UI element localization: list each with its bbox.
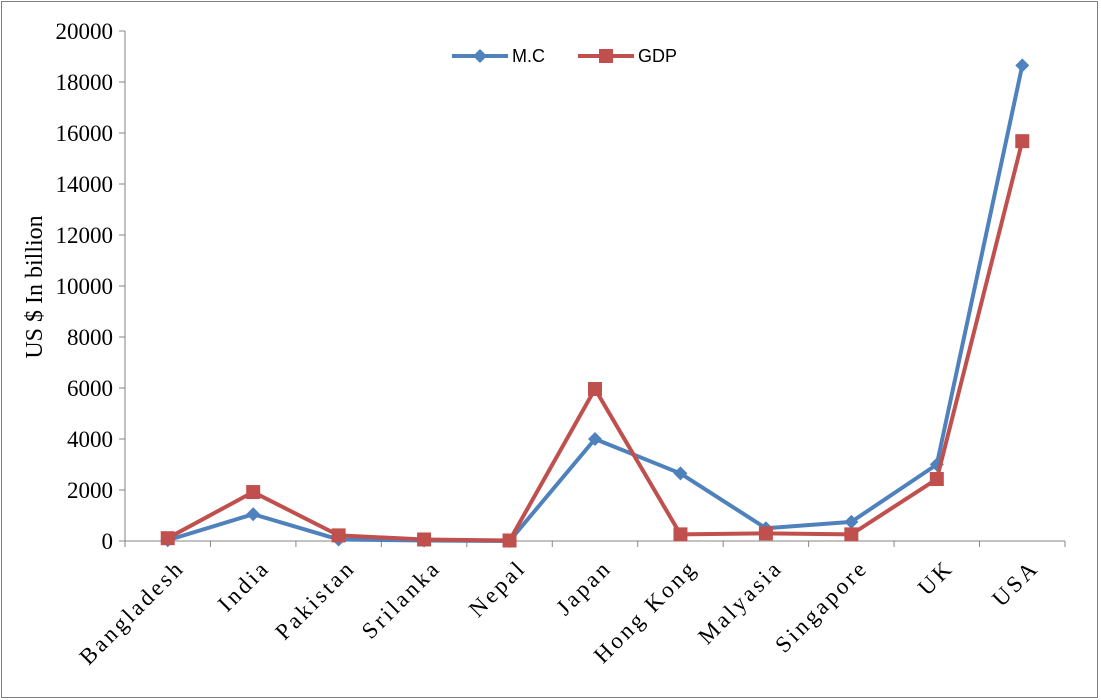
x-tick-label: Singapore (770, 555, 873, 658)
data-point-gdp (588, 382, 602, 397)
y-tick-label: 8000 (67, 325, 113, 350)
x-tick-label: Srilanka (357, 555, 446, 644)
data-point-gdp (331, 528, 346, 543)
y-tick-label: 14000 (56, 172, 114, 197)
legend-marker-square (599, 49, 613, 63)
legend-label: M.C (512, 46, 545, 66)
y-tick-label: 10000 (56, 274, 114, 299)
data-point-m-c (246, 507, 261, 522)
data-point-gdp (673, 527, 688, 542)
x-tick-label: UK (913, 555, 958, 600)
data-point-gdp (417, 532, 432, 547)
legend-item-m-c: M.C (452, 46, 545, 66)
y-tick-label: 2000 (67, 478, 113, 503)
y-tick-label: 18000 (56, 70, 114, 95)
y-tick-label: 4000 (67, 427, 113, 452)
x-tick-label: India (213, 555, 275, 617)
y-tick-label: 6000 (67, 376, 113, 401)
y-axis-label: US $ In billion (22, 215, 48, 358)
data-point-gdp (1015, 134, 1030, 149)
data-point-m-c (673, 466, 688, 481)
data-point-m-c (1015, 58, 1030, 73)
x-tick-label: Nepal (464, 555, 531, 622)
x-tick-label: Malyasia (693, 555, 787, 649)
axes (124, 31, 1065, 542)
legend-item-gdp: GDP (578, 46, 677, 66)
legend-label: GDP (638, 46, 677, 66)
series-group (160, 58, 1030, 548)
y-ticks: 0 2000 4000 6000 8000 10000 12000 14000 16000 180… (56, 19, 125, 554)
legend: M.C GDP (452, 46, 677, 66)
x-tick-label: USA (987, 555, 1044, 612)
data-point-m-c (588, 432, 602, 446)
y-tick-label: 0 (102, 529, 114, 554)
y-tick-label: 16000 (56, 121, 114, 146)
data-point-gdp (246, 485, 261, 500)
data-point-gdp (502, 533, 517, 548)
data-point-gdp (758, 526, 773, 541)
data-point-m-c (844, 514, 859, 529)
data-point-gdp (844, 527, 859, 542)
y-tick-label: 12000 (56, 223, 114, 248)
data-point-gdp (929, 472, 944, 487)
y-tick-label: 20000 (56, 19, 114, 44)
x-tick-label: Pakistan (270, 555, 360, 645)
legend-marker-diamond (473, 49, 487, 63)
series-line-m-c (167, 65, 1025, 543)
x-tick-label: Bangladesh (74, 555, 189, 670)
series-line-gdp (166, 140, 1025, 543)
x-tick-label: Japan (551, 555, 616, 620)
data-point-gdp (160, 531, 175, 546)
